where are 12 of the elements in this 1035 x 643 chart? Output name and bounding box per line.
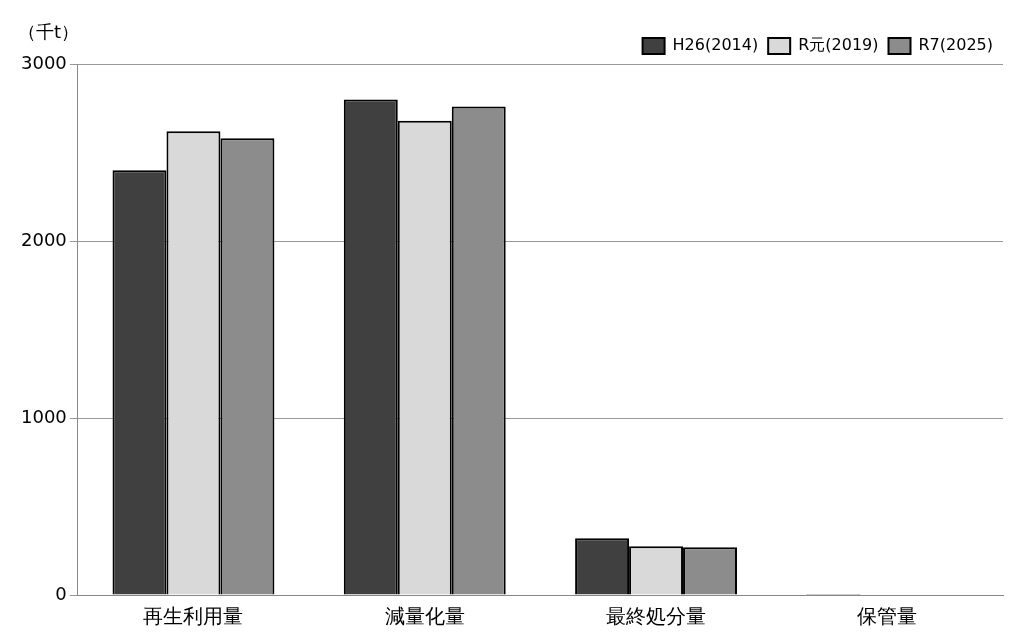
x-tick-label: 減量化量 — [384, 604, 465, 629]
legend-label: R元(2019) — [798, 35, 879, 55]
x-tick-label: 保管量 — [857, 604, 918, 629]
y-axis-title: （千t） — [18, 20, 80, 42]
y-tick-label: 0 — [55, 582, 67, 604]
x-tick-label: 再生利用量 — [143, 604, 244, 629]
legend-label: H26(2014) — [672, 35, 759, 55]
x-tick-label: 最終処分量 — [606, 604, 707, 629]
y-tick-label: 2000 — [21, 228, 67, 250]
y-tick-label: 3000 — [21, 51, 67, 73]
legend-label: R7(2025) — [918, 35, 993, 55]
y-tick-label: 1000 — [21, 405, 67, 427]
